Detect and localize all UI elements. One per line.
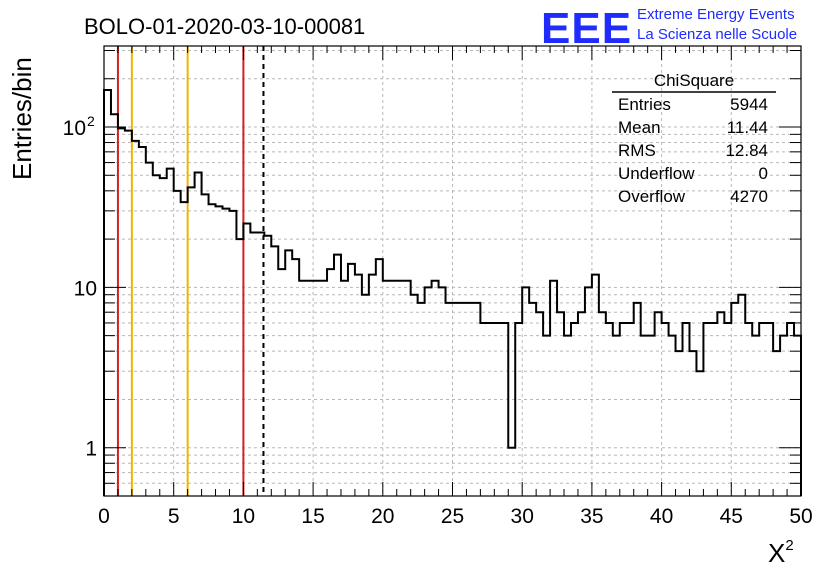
grid-layer: [104, 46, 801, 496]
x-tick-label: 10: [232, 505, 255, 528]
x-tick-label: 50: [789, 505, 812, 528]
reference-lines: [116, 46, 265, 496]
x-tick-label: 35: [580, 505, 603, 528]
x-axis-label: X2: [768, 537, 794, 568]
x-tick-label: 20: [371, 505, 394, 528]
stats-label: Entries: [618, 95, 671, 114]
x-tick-label: 0: [98, 505, 110, 528]
stats-box: ChiSquare Entries 5944 Mean 11.44 RMS 12.84 Un…: [612, 71, 776, 206]
y-tick-exponent: 2: [87, 113, 95, 129]
y-tick-label: 1: [85, 438, 97, 461]
stats-value: 11.44: [727, 118, 768, 137]
logo: EEE Extreme Energy Events La Scienza nel…: [541, 4, 797, 53]
stats-label: Mean: [618, 118, 661, 137]
stats-label: Overflow: [618, 187, 686, 206]
y-axis-label: Entries/bin: [7, 57, 37, 180]
stats-label: Underflow: [618, 164, 695, 183]
y-tick-label: 10: [74, 277, 97, 300]
x-tick-label: 45: [720, 505, 743, 528]
axes: [103, 45, 802, 497]
x-tick-label: 25: [441, 505, 464, 528]
chart-title: BOLO-01-2020-03-10-00081: [84, 14, 365, 39]
stats-value: 5944: [730, 95, 768, 114]
x-tick-label: 40: [650, 505, 673, 528]
x-tick-label: 30: [511, 505, 534, 528]
histogram: [103, 89, 802, 496]
logo-line-2: La Scienza nelle Scuole: [637, 26, 797, 43]
stats-label: RMS: [618, 141, 656, 160]
stats-value: 0: [759, 164, 768, 183]
logo-eee: EEE: [541, 4, 632, 53]
histogram-outline: [103, 89, 802, 496]
x-tick-label: 15: [301, 505, 324, 528]
y-tick-label: 10: [63, 117, 86, 140]
stats-value: 12.84: [725, 141, 768, 160]
x-tick-label: 5: [168, 505, 180, 528]
logo-line-1: Extreme Energy Events: [637, 6, 795, 23]
stats-value: 4270: [730, 187, 768, 206]
stats-title: ChiSquare: [654, 71, 734, 90]
